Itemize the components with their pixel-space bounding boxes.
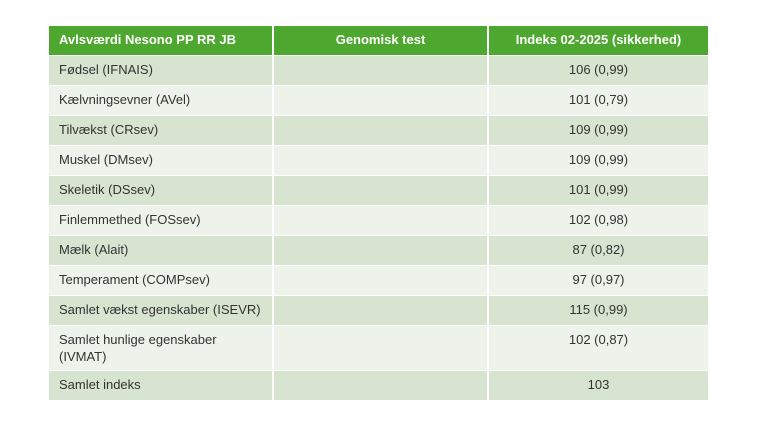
avlsvaerdi-table-container: Avlsværdi Nesono PP RR JB Genomisk test … xyxy=(47,25,710,401)
indeks-value-cell: 109 (0,99) xyxy=(487,145,710,176)
col-header-avlsvaerdi: Avlsværdi Nesono PP RR JB xyxy=(47,25,274,56)
header-row: Avlsværdi Nesono PP RR JB Genomisk test … xyxy=(47,25,710,56)
table-body: Fødsel (IFNAIS) 106 (0,99) Kælvningsevner … xyxy=(47,55,710,401)
col-header-indeks: Indeks 02-2025 (sikkerhed) xyxy=(487,25,710,56)
breeding-values-table: Avlsværdi Nesono PP RR JB Genomisk test … xyxy=(47,25,710,401)
table-row: Finlemmethed (FOSsev) 102 (0,98) xyxy=(47,205,710,236)
genomisk-test-cell xyxy=(272,115,489,146)
genomisk-test-cell xyxy=(272,205,489,236)
genomisk-test-cell xyxy=(272,369,489,401)
indeks-value-cell: 102 (0,87) xyxy=(487,325,710,371)
table-row: Fødsel (IFNAIS) 106 (0,99) xyxy=(47,55,710,86)
genomisk-test-cell xyxy=(272,325,489,371)
table-row: Tilvækst (CRsev) 109 (0,99) xyxy=(47,115,710,146)
genomisk-test-cell xyxy=(272,265,489,296)
indeks-value-cell: 101 (0,99) xyxy=(487,175,710,206)
row-label-cell: Samlet hunlige egenskaber (IVMAT) xyxy=(47,325,274,371)
table-row: Mælk (Alait) 87 (0,82) xyxy=(47,235,710,266)
row-label-cell: Mælk (Alait) xyxy=(47,235,274,266)
table-row: Muskel (DMsev) 109 (0,99) xyxy=(47,145,710,176)
row-label-cell: Tilvækst (CRsev) xyxy=(47,115,274,146)
indeks-value-cell: 102 (0,98) xyxy=(487,205,710,236)
row-label-cell: Temperament (COMPsev) xyxy=(47,265,274,296)
genomisk-test-cell xyxy=(272,145,489,176)
table-row: Kælvningsevner (AVel) 101 (0,79) xyxy=(47,85,710,116)
table-row: Temperament (COMPsev) 97 (0,97) xyxy=(47,265,710,296)
row-label-cell: Fødsel (IFNAIS) xyxy=(47,55,274,86)
indeks-value-cell: 87 (0,82) xyxy=(487,235,710,266)
genomisk-test-cell xyxy=(272,175,489,206)
table-row: Samlet indeks 103 xyxy=(47,369,710,401)
table-row: Samlet hunlige egenskaber (IVMAT) 102 (0,… xyxy=(47,325,710,371)
row-label-cell: Kælvningsevner (AVel) xyxy=(47,85,274,116)
indeks-value-cell: 109 (0,99) xyxy=(487,115,710,146)
table-row: Skeletik (DSsev) 101 (0,99) xyxy=(47,175,710,206)
indeks-value-cell: 101 (0,79) xyxy=(487,85,710,116)
indeks-value-cell: 106 (0,99) xyxy=(487,55,710,86)
table-row: Samlet vækst egenskaber (ISEVR) 115 (0,99… xyxy=(47,295,710,326)
row-label-cell: Skeletik (DSsev) xyxy=(47,175,274,206)
indeks-value-cell: 115 (0,99) xyxy=(487,295,710,326)
col-header-genomisk-test: Genomisk test xyxy=(272,25,489,56)
row-label-cell: Finlemmethed (FOSsev) xyxy=(47,205,274,236)
row-label-cell: Muskel (DMsev) xyxy=(47,145,274,176)
genomisk-test-cell xyxy=(272,55,489,86)
row-label-cell: Samlet indeks xyxy=(47,369,274,401)
genomisk-test-cell xyxy=(272,235,489,266)
indeks-value-cell: 97 (0,97) xyxy=(487,265,710,296)
genomisk-test-cell xyxy=(272,295,489,326)
row-label-cell: Samlet vækst egenskaber (ISEVR) xyxy=(47,295,274,326)
genomisk-test-cell xyxy=(272,85,489,116)
indeks-value-cell: 103 xyxy=(487,369,710,401)
